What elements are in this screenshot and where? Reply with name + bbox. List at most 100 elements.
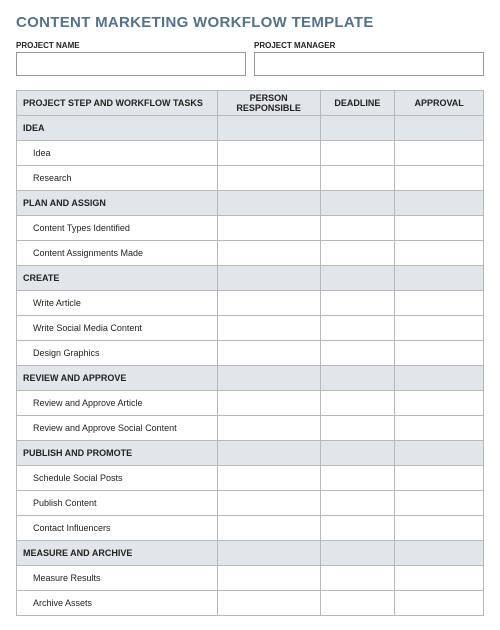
person-responsible-cell[interactable] [217, 416, 320, 441]
section-row: CREATE [17, 266, 484, 291]
deadline-cell[interactable] [320, 466, 395, 491]
project-manager-input[interactable] [254, 52, 484, 76]
col-header-deadline: DEADLINE [320, 91, 395, 116]
deadline-cell[interactable] [320, 516, 395, 541]
section-blank [217, 541, 320, 566]
task-row: Write Article [17, 291, 484, 316]
deadline-cell[interactable] [320, 341, 395, 366]
section-row: REVIEW AND APPROVE [17, 366, 484, 391]
person-responsible-cell[interactable] [217, 341, 320, 366]
task-row: Measure Results [17, 566, 484, 591]
section-label: IDEA [17, 116, 218, 141]
section-blank [320, 541, 395, 566]
person-responsible-cell[interactable] [217, 391, 320, 416]
section-blank [395, 541, 484, 566]
person-responsible-cell[interactable] [217, 466, 320, 491]
deadline-cell[interactable] [320, 141, 395, 166]
project-name-field: PROJECT NAME [16, 41, 246, 76]
section-blank [395, 191, 484, 216]
task-label: Write Article [17, 291, 218, 316]
person-responsible-cell[interactable] [217, 241, 320, 266]
approval-cell[interactable] [395, 241, 484, 266]
task-label: Idea [17, 141, 218, 166]
approval-cell[interactable] [395, 316, 484, 341]
task-label: Publish Content [17, 491, 218, 516]
approval-cell[interactable] [395, 391, 484, 416]
task-row: Research [17, 166, 484, 191]
task-row: Content Types Identified [17, 216, 484, 241]
approval-cell[interactable] [395, 141, 484, 166]
deadline-cell[interactable] [320, 591, 395, 616]
section-blank [320, 441, 395, 466]
person-responsible-cell[interactable] [217, 491, 320, 516]
task-label: Write Social Media Content [17, 316, 218, 341]
deadline-cell[interactable] [320, 166, 395, 191]
section-row: PLAN AND ASSIGN [17, 191, 484, 216]
task-row: Content Assignments Made [17, 241, 484, 266]
section-blank [320, 366, 395, 391]
task-label: Content Assignments Made [17, 241, 218, 266]
deadline-cell[interactable] [320, 491, 395, 516]
person-responsible-cell[interactable] [217, 591, 320, 616]
project-manager-label: PROJECT MANAGER [254, 41, 484, 50]
section-blank [217, 366, 320, 391]
approval-cell[interactable] [395, 166, 484, 191]
task-row: Publish Content [17, 491, 484, 516]
section-label: CREATE [17, 266, 218, 291]
approval-cell[interactable] [395, 216, 484, 241]
person-responsible-cell[interactable] [217, 516, 320, 541]
deadline-cell[interactable] [320, 316, 395, 341]
task-row: Design Graphics [17, 341, 484, 366]
page: CONTENT MARKETING WORKFLOW TEMPLATE PROJ… [0, 0, 500, 630]
person-responsible-cell[interactable] [217, 316, 320, 341]
approval-cell[interactable] [395, 291, 484, 316]
section-blank [395, 266, 484, 291]
col-header-step: PROJECT STEP AND WORKFLOW TASKS [17, 91, 218, 116]
table-header-row: PROJECT STEP AND WORKFLOW TASKS PERSON R… [17, 91, 484, 116]
deadline-cell[interactable] [320, 291, 395, 316]
section-label: PUBLISH AND PROMOTE [17, 441, 218, 466]
section-blank [217, 191, 320, 216]
col-header-person: PERSON RESPONSIBLE [217, 91, 320, 116]
approval-cell[interactable] [395, 416, 484, 441]
deadline-cell[interactable] [320, 216, 395, 241]
project-name-input[interactable] [16, 52, 246, 76]
task-label: Schedule Social Posts [17, 466, 218, 491]
section-blank [395, 441, 484, 466]
person-responsible-cell[interactable] [217, 141, 320, 166]
project-manager-field: PROJECT MANAGER [254, 41, 484, 76]
section-blank [217, 116, 320, 141]
task-label: Research [17, 166, 218, 191]
approval-cell[interactable] [395, 466, 484, 491]
section-row: IDEA [17, 116, 484, 141]
person-responsible-cell[interactable] [217, 216, 320, 241]
task-label: Design Graphics [17, 341, 218, 366]
section-blank [320, 116, 395, 141]
task-label: Content Types Identified [17, 216, 218, 241]
section-row: PUBLISH AND PROMOTE [17, 441, 484, 466]
deadline-cell[interactable] [320, 416, 395, 441]
page-title: CONTENT MARKETING WORKFLOW TEMPLATE [16, 14, 484, 31]
person-responsible-cell[interactable] [217, 291, 320, 316]
task-row: Idea [17, 141, 484, 166]
project-name-label: PROJECT NAME [16, 41, 246, 50]
deadline-cell[interactable] [320, 566, 395, 591]
section-label: PLAN AND ASSIGN [17, 191, 218, 216]
section-blank [395, 116, 484, 141]
approval-cell[interactable] [395, 591, 484, 616]
task-row: Review and Approve Article [17, 391, 484, 416]
task-row: Contact Influencers [17, 516, 484, 541]
section-blank [217, 266, 320, 291]
section-label: REVIEW AND APPROVE [17, 366, 218, 391]
approval-cell[interactable] [395, 566, 484, 591]
deadline-cell[interactable] [320, 391, 395, 416]
approval-cell[interactable] [395, 491, 484, 516]
section-blank [395, 366, 484, 391]
approval-cell[interactable] [395, 341, 484, 366]
deadline-cell[interactable] [320, 241, 395, 266]
section-blank [320, 191, 395, 216]
approval-cell[interactable] [395, 516, 484, 541]
task-label: Measure Results [17, 566, 218, 591]
person-responsible-cell[interactable] [217, 566, 320, 591]
person-responsible-cell[interactable] [217, 166, 320, 191]
